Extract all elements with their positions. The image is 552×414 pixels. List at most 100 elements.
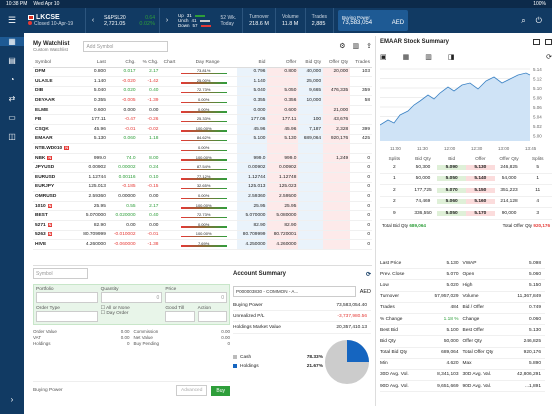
column-header[interactable]: Trades	[350, 58, 372, 68]
prev-index-arrow[interactable]: ‹	[91, 17, 95, 24]
next-index-arrow[interactable]: ›	[165, 17, 169, 24]
table-row[interactable]: EURJPY 125.013 -0.185 -0.15 32.65% 125.013 125…	[33, 182, 372, 193]
table-row[interactable]: 5263 N 80.709999 -0.010002 -0.01 100.00% 80.70…	[33, 230, 372, 241]
tool-icon-4[interactable]: ◨	[447, 54, 455, 61]
advanced-button[interactable]: Advanced	[176, 385, 208, 396]
turnover-label: Turnover	[249, 14, 269, 20]
total-offer: 920,176	[533, 222, 550, 228]
symbol-text: FB	[35, 117, 42, 123]
cell-pct: 0.24	[137, 162, 161, 174]
cell-symbol: 5271 N	[33, 220, 77, 231]
column-header[interactable]: Bid Qty	[298, 58, 324, 68]
table-row[interactable]: 1010 N 25.95 0.55 2.17 100.00% 25.95 25.95 0	[33, 201, 372, 212]
power-icon[interactable]: ⏻	[535, 15, 542, 25]
good-till-select[interactable]	[165, 311, 195, 322]
all-none-checkbox[interactable]: ☐	[100, 306, 105, 311]
table-row[interactable]: OMRUSD 2.59360 0.00000 0.00 0.00% 2.59360 2.59…	[33, 191, 372, 202]
column-header[interactable]: Bid	[236, 58, 268, 68]
search-icon[interactable]: ⌕	[521, 15, 526, 25]
cell-chart	[160, 124, 179, 135]
table-row[interactable]: EMAAR 5.130 0.060 1.18 84.62% 5.100 5.130 689,0…	[33, 134, 372, 145]
symbol-text: CSQK	[35, 126, 49, 132]
depth-row[interactable]: 2 74,469 5.060 5.160 214,128 4	[380, 197, 552, 208]
index-ticker[interactable]: S&PSL20 0.64 2,721.05 0.02%	[100, 8, 160, 33]
cell-last: 25.95	[76, 201, 108, 212]
table-row[interactable]: BEST 5.070000 0.020000 0.40 72.73% 5.070000 5.…	[33, 210, 372, 221]
table-row[interactable]: NBK N 999.0 74.0 8.00 100.00% 999.0 999.0 1,249 0	[33, 153, 372, 164]
menu-icon[interactable]: ☰	[7, 15, 17, 25]
depth-header: Bid Qty	[415, 157, 431, 162]
stat-row: Best Bid 5.100 Best Offer 5.130	[380, 325, 545, 337]
exchange-selector[interactable]: LKCSE Closed 10-Apr-19	[24, 8, 86, 33]
cell-chart	[160, 86, 179, 97]
trade-icon[interactable]: ⇄	[8, 94, 16, 103]
grid-view-icon[interactable]	[545, 38, 552, 45]
expand-icon[interactable]: ›	[10, 395, 14, 404]
portfolio-icon[interactable]: ◫	[8, 132, 16, 141]
folder-icon[interactable]: ▤	[8, 56, 16, 65]
columns-icon[interactable]: ▥	[352, 43, 360, 50]
column-header[interactable]: Last	[76, 58, 108, 68]
cell-oq	[323, 239, 351, 250]
cell-pct: -0.01	[137, 230, 161, 241]
table-row[interactable]: HIVE 4.260000 -0.060000 -1.38 7.69% 4.250000 4…	[33, 239, 372, 250]
depth-cell: 11	[535, 187, 541, 193]
action-select[interactable]	[197, 311, 228, 322]
table-row[interactable]: EURUSD 1.12744 0.00116 0.10 77.12% 1.12744 1.1…	[33, 172, 372, 183]
order-type-select[interactable]	[36, 311, 98, 322]
add-symbol-input[interactable]: Add Symbol	[83, 40, 169, 52]
buy-button[interactable]: Buy	[211, 385, 230, 396]
table-row[interactable]: FB 177.11 -0.47 -0.26 25.33% 177.06 177.11 100 4…	[33, 114, 372, 126]
table-row[interactable]: CSQK 45.96 -0.01 -0.02 100.00% 45.96 45.96 7,18…	[33, 124, 372, 135]
depth-row[interactable]: 9 336,550 5.050 5.170 90,000 3	[380, 208, 552, 220]
range-pct: 7.69%	[197, 240, 210, 246]
column-header[interactable]: Day Range	[178, 58, 237, 68]
settings-icon[interactable]: ⚙	[339, 43, 346, 50]
watchlist-title[interactable]: My Watchlist	[33, 40, 70, 47]
cell-range: 100.00%	[178, 201, 237, 212]
depth-row[interactable]: 2 177,725 5.070 5.150 351,223 11	[380, 185, 552, 197]
refresh-icon[interactable]: ⟳	[365, 271, 371, 278]
depth-row[interactable]: 2 50,300 5.090 5.130 246,825 5	[380, 162, 552, 174]
day-order-checkbox[interactable]: ☐	[100, 311, 105, 316]
cell-chart	[160, 67, 179, 78]
column-header[interactable]: Chart	[160, 58, 179, 68]
buying-power-box[interactable]: Buying Power 73,583,054 AED	[338, 10, 409, 31]
table-row[interactable]: DFM 0.800 0.017 2.17 73.81% 0.796 0.800 40,000 2…	[33, 67, 372, 78]
symbol-input[interactable]: Symbol	[33, 268, 88, 279]
price-input[interactable]: 0	[165, 292, 227, 303]
table-row[interactable]: 5271 N 82.90 0.00 0.00 0.00% 82.90 82.90 0	[33, 220, 372, 231]
orders-icon[interactable]: ▭	[8, 113, 16, 122]
tool-icon-1[interactable]: ▣	[380, 54, 387, 61]
day-order-label: Day Order	[106, 311, 129, 316]
table-row[interactable]: ELME 0.600 0.000 0.00 0.00% 0.000 0.600 21,000	[33, 105, 372, 116]
column-header[interactable]: % Chg.	[137, 58, 161, 68]
tool-icon-3[interactable]: ▥	[425, 54, 432, 61]
column-header[interactable]: Offer Qty	[323, 58, 351, 68]
table-row[interactable]: DEYAAR 0.355 -0.005 -1.39 0.00% 0.355 0.356 10,…	[33, 95, 372, 106]
unch-label: Unch	[178, 18, 189, 23]
cell-offer: 0.600	[267, 105, 299, 116]
column-header[interactable]: Offer	[267, 58, 299, 68]
tool-icon-2[interactable]: ▦	[402, 54, 410, 61]
account-portfolio-select[interactable]: P000003830 - COMMON - A...	[233, 286, 356, 297]
column-header[interactable]: Symbol	[33, 58, 77, 68]
refresh-chart-icon[interactable]: ⟳	[546, 54, 552, 61]
table-row[interactable]: JPYUSD 0.00902 0.00002 0.24 87.54% 0.00902 0.0…	[33, 162, 372, 174]
portfolio-select[interactable]	[36, 292, 98, 303]
table-row[interactable]: ULAS.E 1.140 -0.020 -1.42 25.00% 1.140 25,000	[33, 76, 372, 87]
list-view-icon[interactable]	[533, 38, 540, 45]
column-header[interactable]: Chg.	[107, 58, 138, 68]
export-icon[interactable]: ⇪	[366, 43, 372, 50]
chart-icon[interactable]: ◔	[9, 75, 15, 84]
cell-offer: 0.800	[267, 67, 299, 78]
cell-chg: -0.060000	[107, 239, 138, 250]
quantity-input[interactable]: 0	[100, 292, 163, 303]
symbol-text: DEYAAR	[35, 98, 55, 104]
table-row[interactable]: DIB 5.040 0.020 0.40 72.73% 5.040 5.050 9,665 47…	[33, 86, 372, 97]
table-row[interactable]: NTB.WD010 N 0.00%	[33, 143, 372, 154]
sidebar: ▦ ▤ ◔ ⇄ ▭ ◫ ›	[0, 33, 24, 414]
depth-row[interactable]: 1 50,000 5.050 5.140 54,000 1	[380, 174, 552, 185]
dashboard-icon[interactable]: ▦	[0, 37, 24, 46]
cell-symbol: OMRUSD	[33, 191, 77, 202]
